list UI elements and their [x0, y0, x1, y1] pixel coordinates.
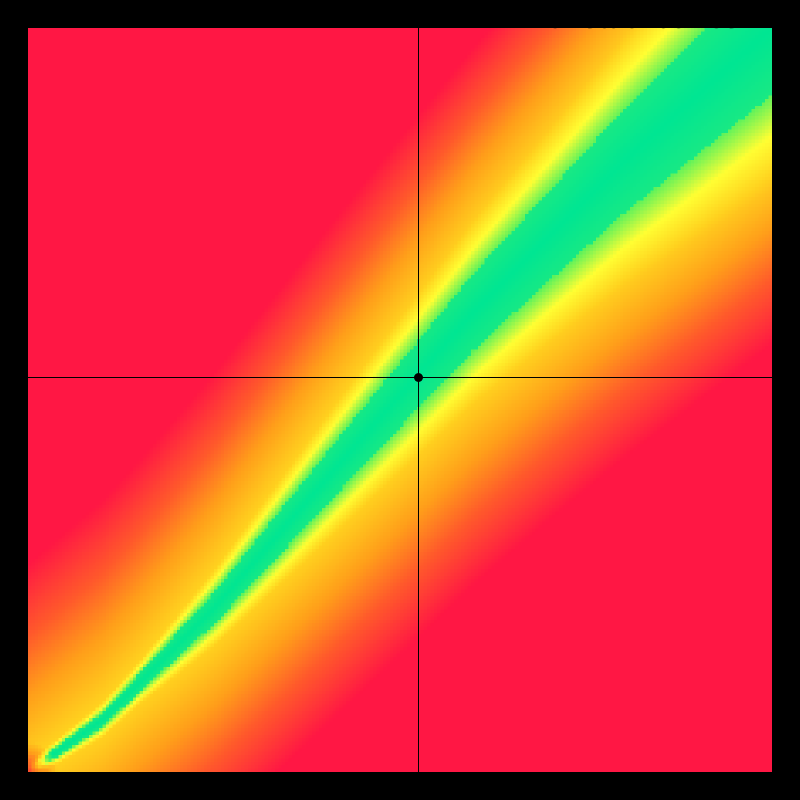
crosshair-horizontal — [28, 377, 772, 378]
watermark-label: TheBottleneck.com — [515, 4, 764, 35]
crosshair-vertical — [418, 28, 419, 772]
heatmap-canvas — [28, 28, 772, 772]
plot-area — [28, 28, 772, 772]
chart-frame: TheBottleneck.com — [0, 0, 800, 800]
